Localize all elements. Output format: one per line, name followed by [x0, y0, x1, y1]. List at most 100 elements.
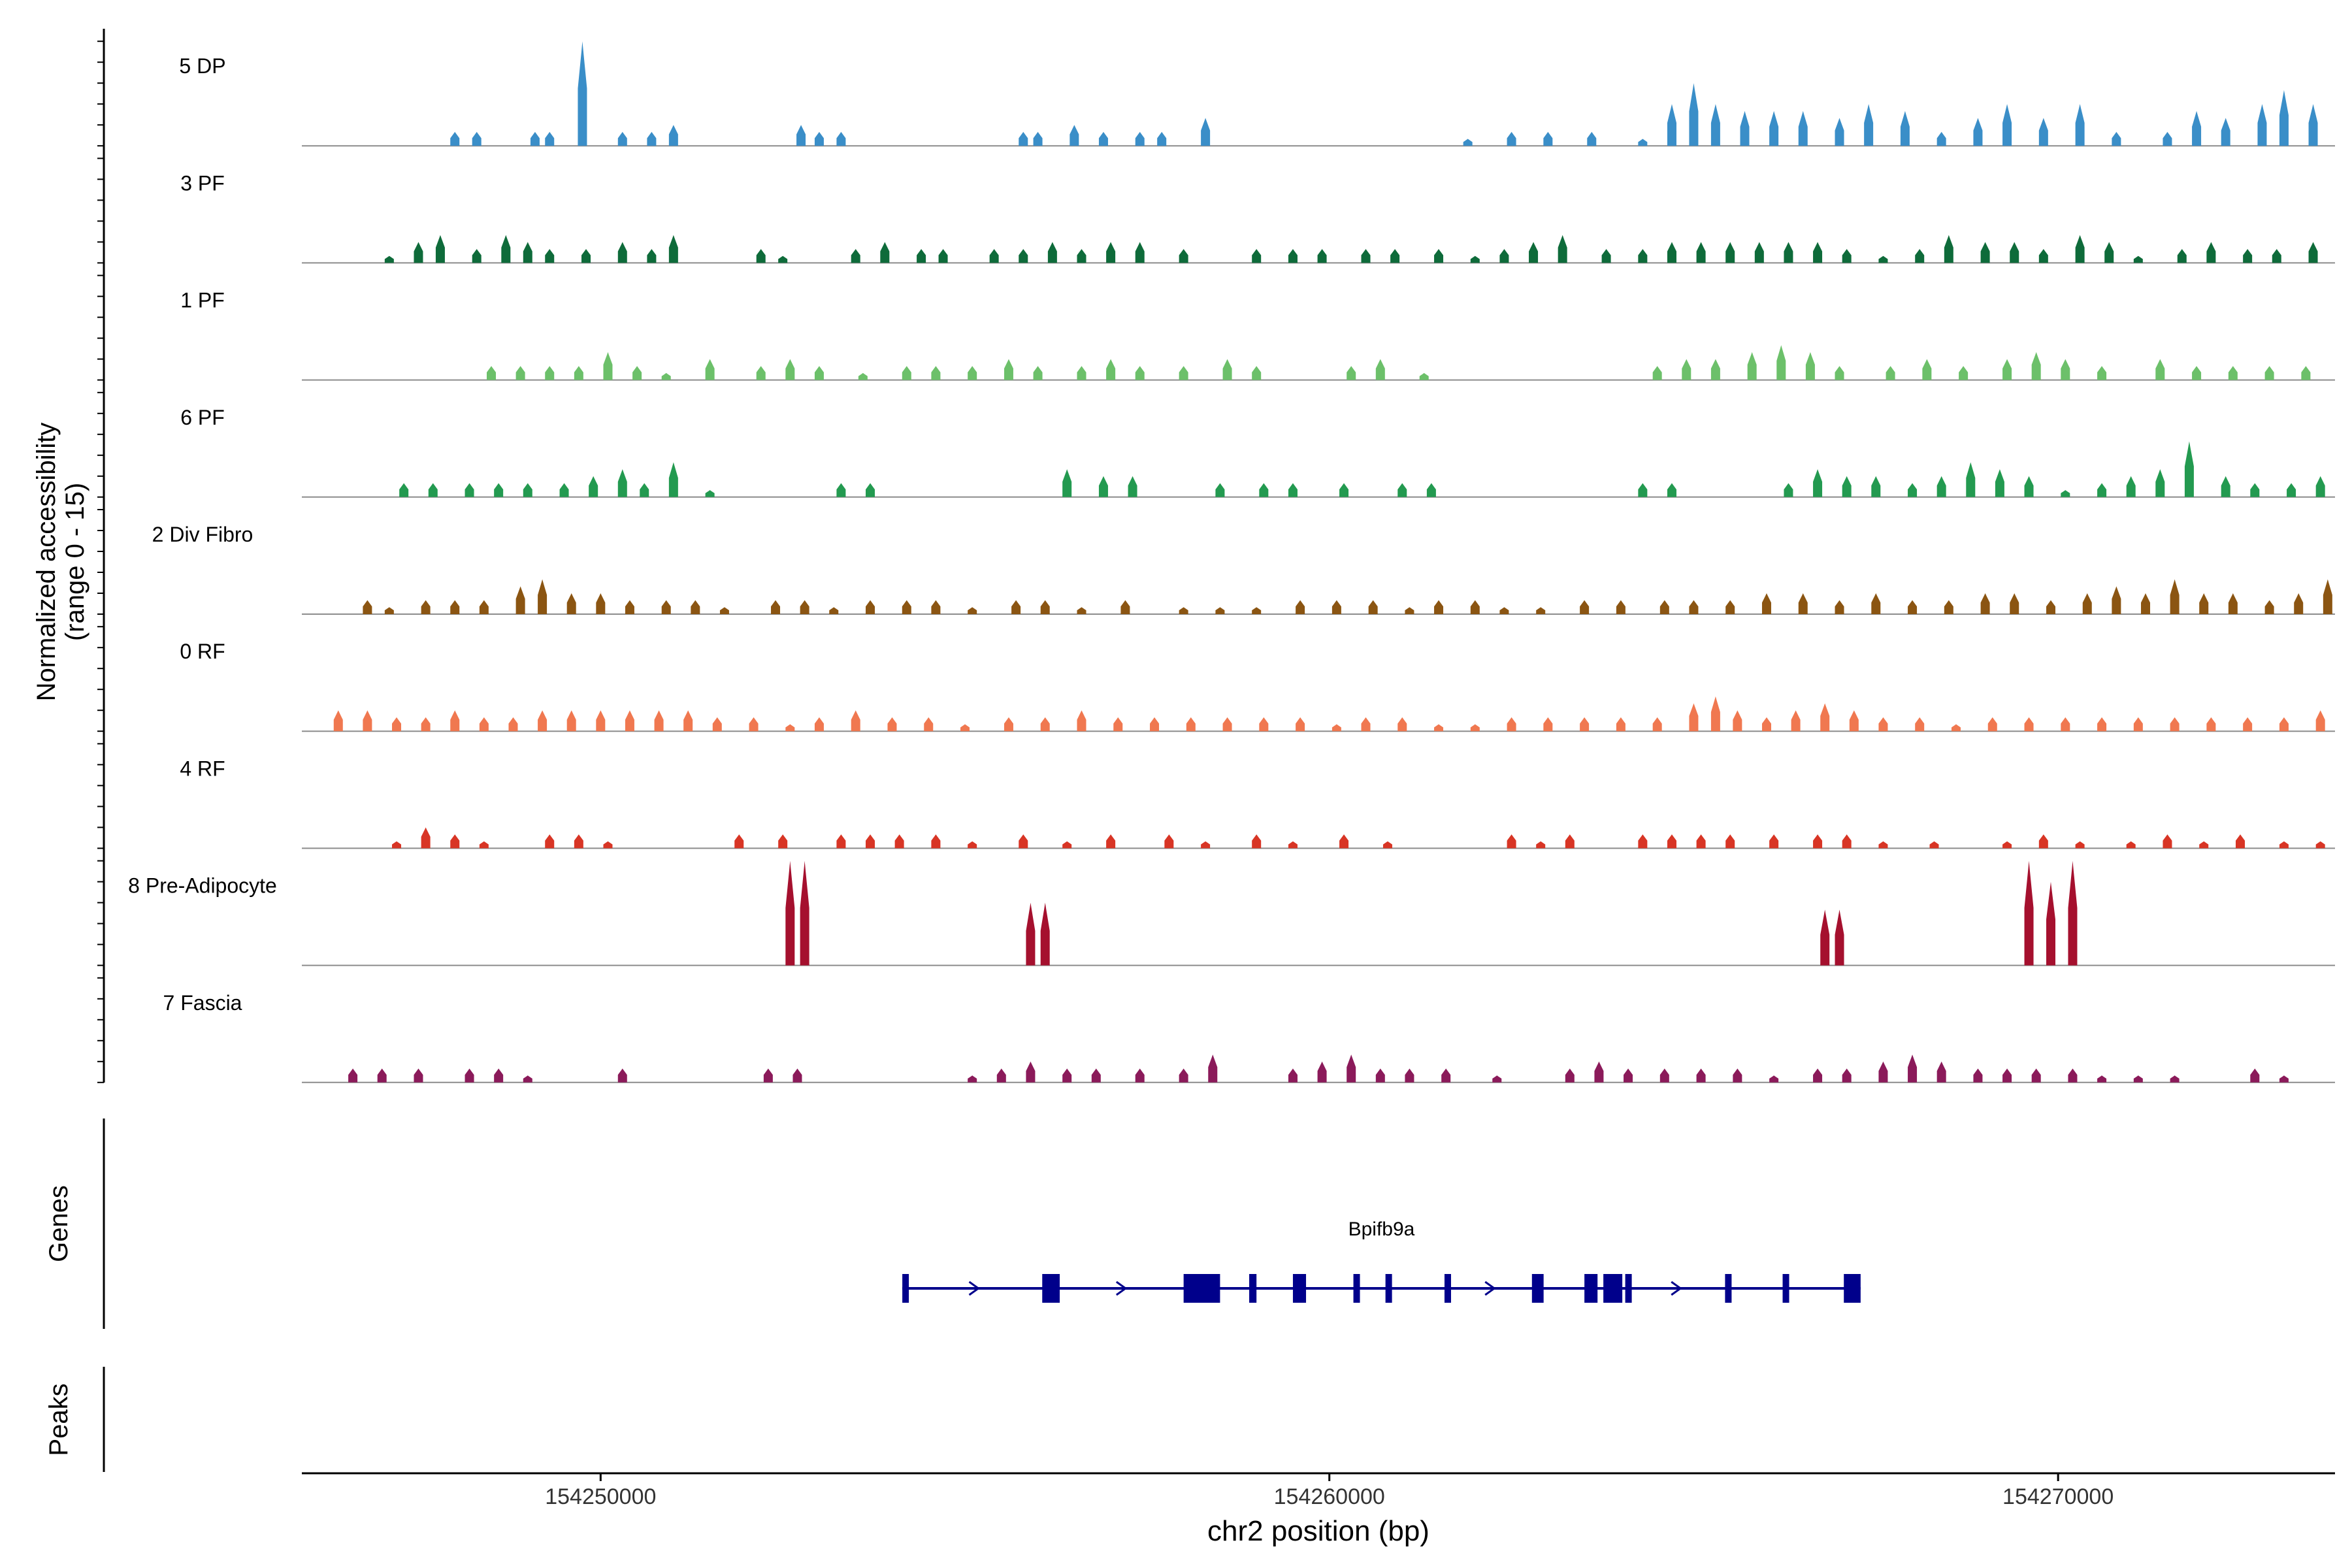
- coverage-peak: [640, 483, 649, 497]
- coverage-peak: [2024, 860, 2034, 966]
- coverage-peak: [866, 834, 875, 849]
- track-label: 8 Pre-Adipocyte: [128, 874, 277, 898]
- coverage-peak: [2257, 104, 2267, 146]
- coverage-peak: [1296, 717, 1305, 732]
- coverage-peak: [2038, 118, 2048, 146]
- gene-exon: [1782, 1274, 1789, 1303]
- coverage-peak: [2002, 841, 2012, 849]
- coverage-peak: [1959, 366, 1968, 380]
- coverage-peak: [414, 242, 423, 263]
- coverage-peak: [450, 710, 460, 732]
- coverage-peak: [1689, 600, 1699, 614]
- coverage-peak: [1164, 834, 1174, 849]
- coverage-peak: [2264, 600, 2274, 614]
- coverage-peak: [2250, 483, 2260, 497]
- coverage-peak: [1040, 600, 1050, 614]
- coverage-peak: [1761, 717, 1771, 732]
- coverage-peak: [1973, 1068, 1983, 1083]
- coverage-peak: [1317, 1061, 1327, 1083]
- coverage-peak: [625, 600, 634, 614]
- track-label: 6 PF: [180, 406, 225, 429]
- coverage-peak: [1710, 696, 1720, 732]
- gene-exon: [1292, 1274, 1307, 1303]
- coverage-peak: [1878, 717, 1888, 732]
- gene-exon: [1844, 1274, 1861, 1303]
- coverage-peak: [1776, 345, 1786, 380]
- coverage-peak: [1936, 1061, 1946, 1083]
- coverage-peak: [421, 827, 431, 849]
- coverage-peak: [2155, 469, 2165, 497]
- coverage-peak: [2315, 841, 2325, 849]
- coverage-peak: [2294, 593, 2304, 614]
- coverage-peak: [2163, 131, 2172, 146]
- coverage-peak: [792, 1068, 802, 1083]
- coverage-peak: [968, 366, 977, 380]
- track-label: 3 PF: [180, 171, 225, 195]
- coverage-peak: [1040, 902, 1050, 966]
- coverage-peak: [691, 600, 700, 614]
- coverage-peak: [465, 483, 474, 497]
- coverage-peak: [836, 483, 846, 497]
- coverage-peak: [2192, 366, 2202, 380]
- coverage-peak: [785, 860, 795, 966]
- coverage-peak: [414, 1068, 423, 1083]
- gene-exon: [1042, 1274, 1060, 1303]
- track-4-rf: 4 RF: [180, 757, 2335, 849]
- coverage-peak: [931, 600, 941, 614]
- coverage-peak: [1288, 249, 1298, 263]
- coverage-peak: [1835, 366, 1844, 380]
- coverage-peak: [1696, 242, 1706, 263]
- coverage-peak: [931, 834, 941, 849]
- coverage-peak: [450, 600, 460, 614]
- coverage-peak: [1908, 1054, 1918, 1083]
- coverage-peak: [523, 1075, 532, 1083]
- track-0-rf: 0 RF: [180, 640, 2335, 732]
- coverage-peak: [1288, 1068, 1298, 1083]
- coverage-peak: [1929, 841, 1939, 849]
- coverage-peak: [2068, 1068, 2078, 1083]
- coverage-peak: [647, 249, 657, 263]
- coverage-peak: [1215, 483, 1225, 497]
- coverage-peak: [2170, 579, 2180, 614]
- coverage-peak: [2075, 841, 2085, 849]
- coverage-peak: [1878, 1061, 1888, 1083]
- coverage-peak: [1915, 249, 1925, 263]
- coverage-peak: [1222, 717, 1232, 732]
- coverage-peak: [894, 834, 904, 849]
- track-label: 1 PF: [180, 289, 225, 312]
- coverage-peak: [2010, 593, 2019, 614]
- coverage-peak: [1033, 131, 1043, 146]
- coverage-peak: [1915, 717, 1925, 732]
- coverage-peak: [2155, 359, 2165, 380]
- coverage-peak: [566, 710, 576, 732]
- coverage-peak: [1944, 235, 1953, 263]
- coverage-peak: [596, 710, 606, 732]
- coverage-peak: [2323, 579, 2332, 614]
- coverage-peak: [578, 41, 587, 146]
- coverage-peak: [2170, 1075, 2180, 1083]
- coverage-peak: [989, 249, 999, 263]
- coverage-peak: [2235, 834, 2245, 849]
- coverage-peak: [1179, 1068, 1188, 1083]
- coverage-peak: [1886, 366, 1895, 380]
- coverage-peak: [2279, 717, 2289, 732]
- coverage-peak: [1347, 366, 1356, 380]
- coverage-peak: [2112, 131, 2121, 146]
- gene-exon: [1249, 1274, 1257, 1303]
- coverage-peak: [1878, 255, 1888, 263]
- coverage-peak: [1179, 249, 1188, 263]
- coverage-peak: [2272, 249, 2281, 263]
- coverage-peak: [1980, 242, 1990, 263]
- coverage-peak: [1098, 476, 1108, 497]
- coverage-peak: [472, 131, 482, 146]
- coverage-peak: [1331, 600, 1341, 614]
- coverage-peak: [1047, 242, 1057, 263]
- coverage-peak: [1849, 710, 1859, 732]
- coverage-peak: [501, 235, 511, 263]
- coverage-peak: [2002, 359, 2012, 380]
- coverage-peak: [1331, 724, 1341, 732]
- coverage-peak: [2315, 710, 2325, 732]
- coverage-peak: [377, 1068, 387, 1083]
- coverage-peak: [617, 242, 627, 263]
- coverage-peak: [2192, 110, 2202, 146]
